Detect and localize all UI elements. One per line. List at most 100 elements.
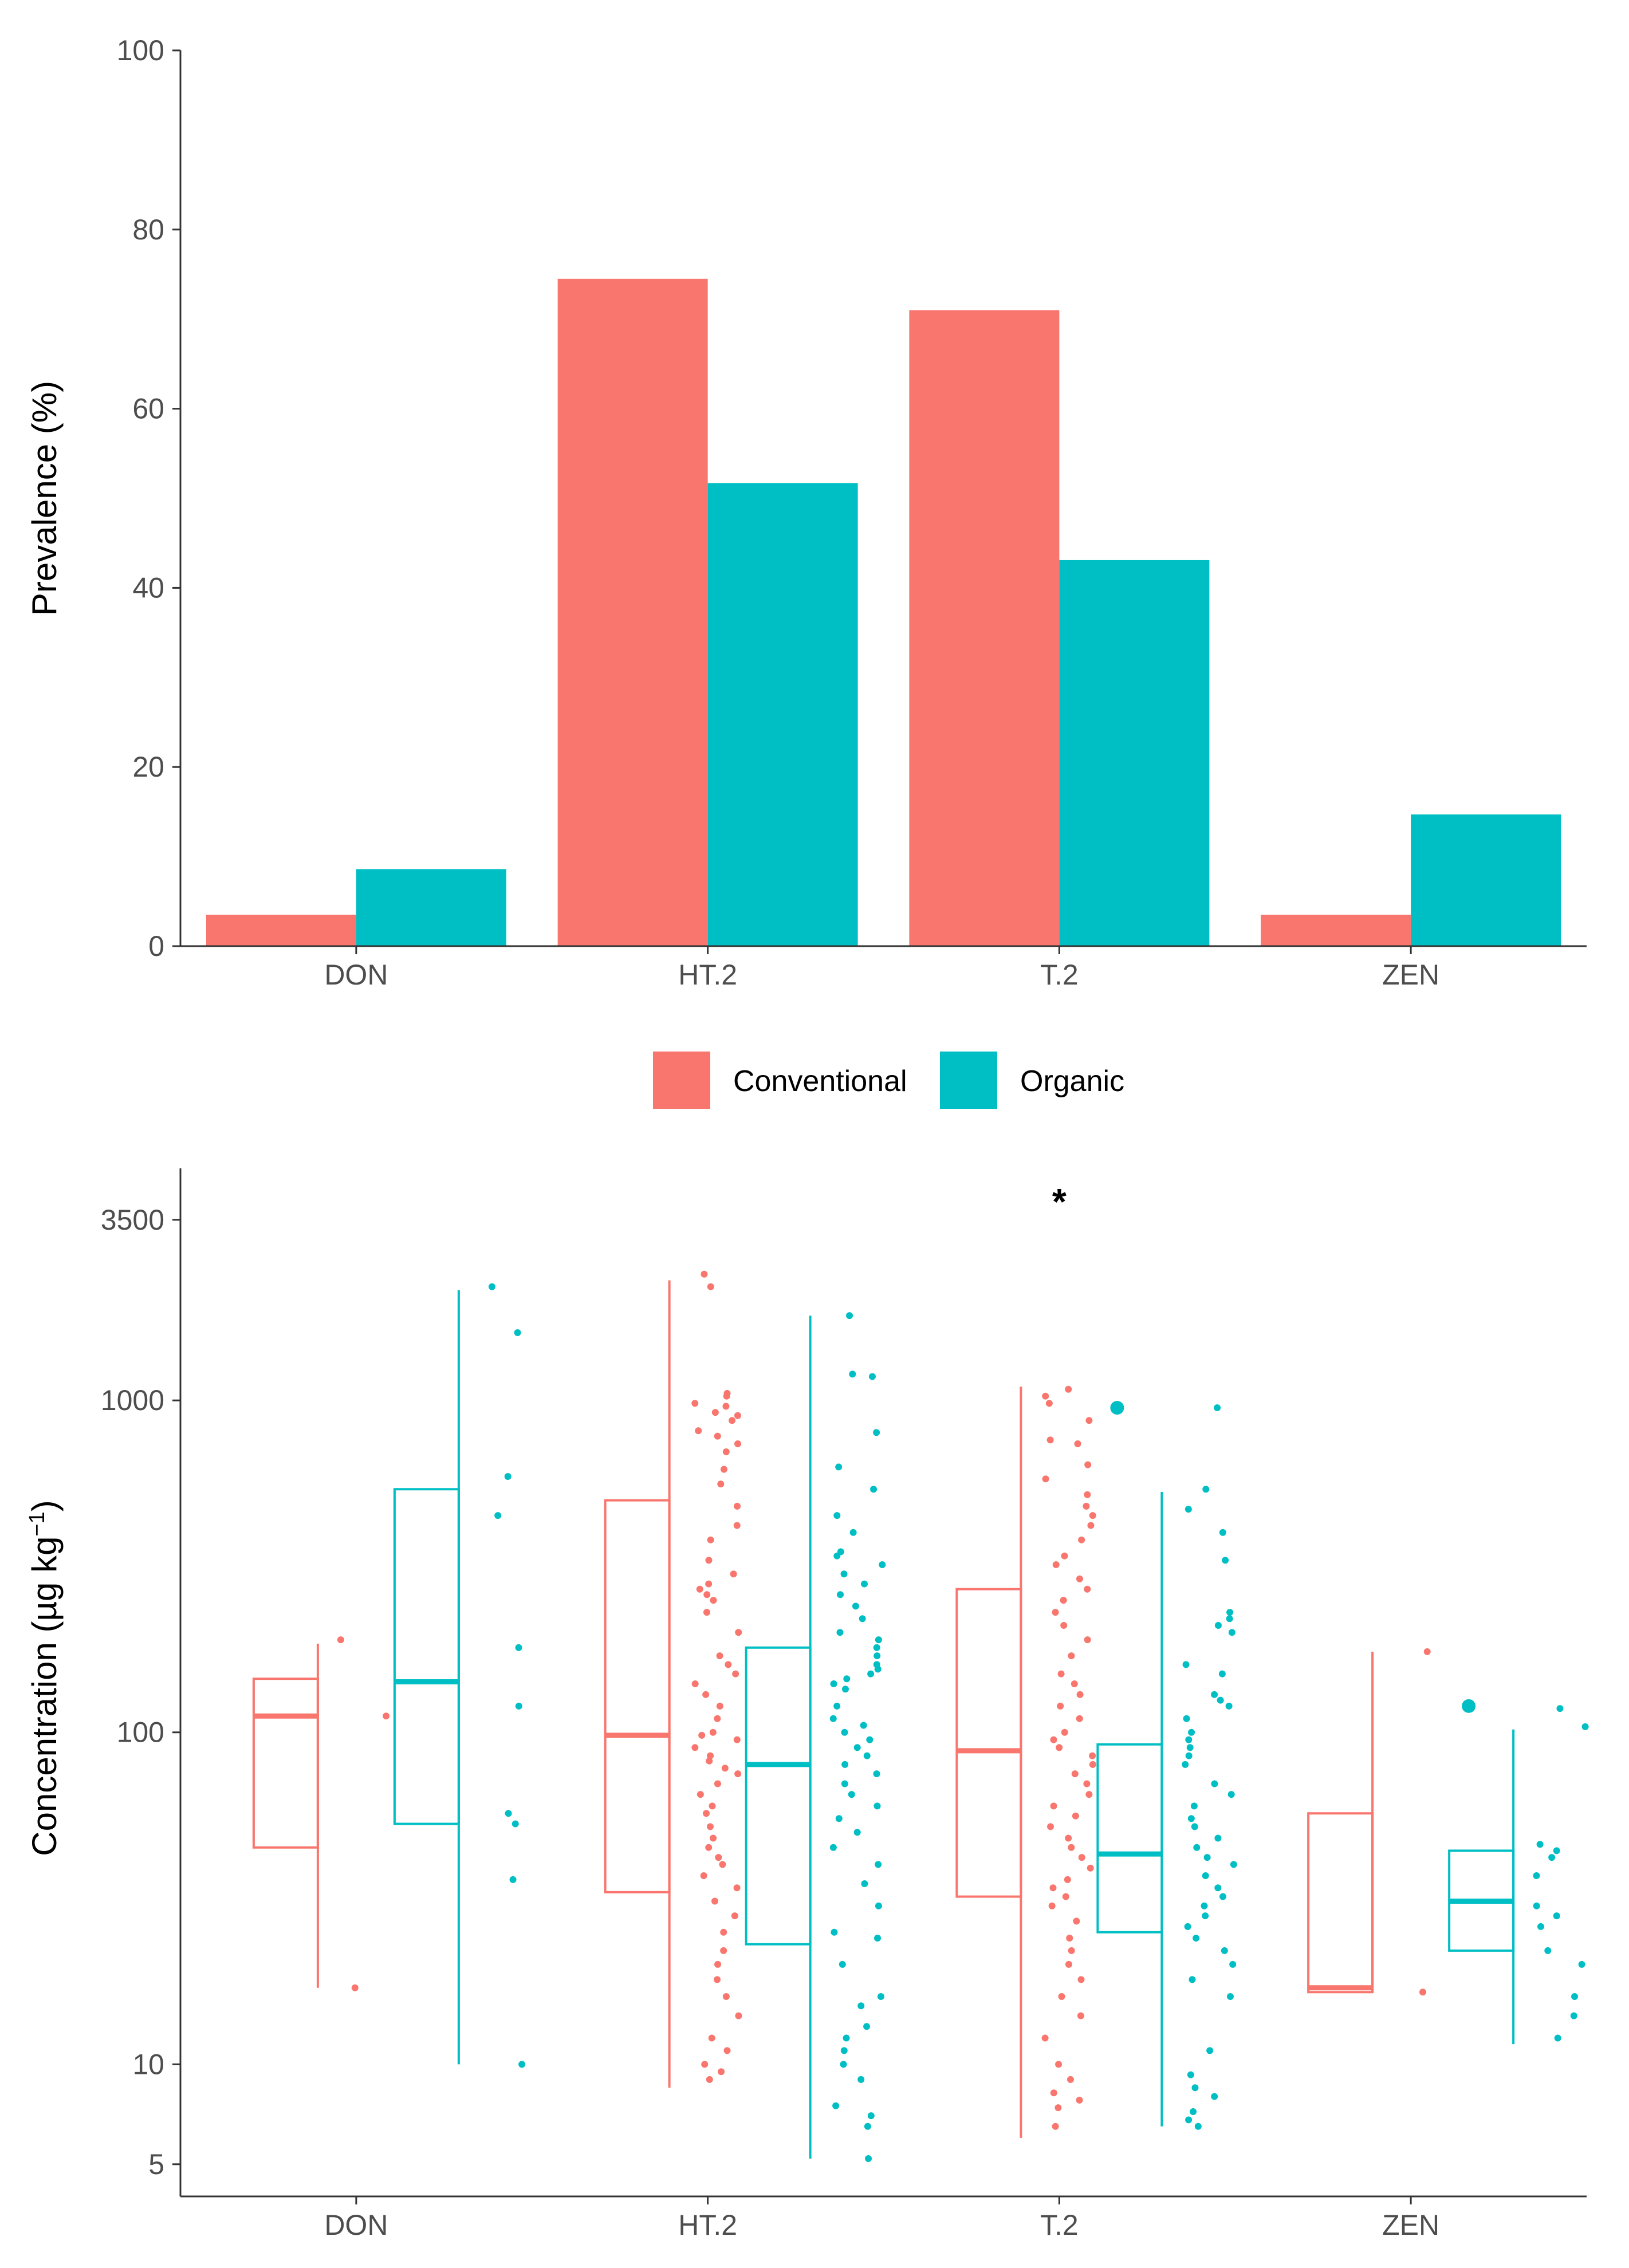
jitter-point-conventional-t-2 xyxy=(1083,1780,1091,1787)
jitter-point-organic-t-2 xyxy=(1226,1609,1234,1616)
bar-x-tick-label-zen: ZEN xyxy=(1382,959,1439,991)
box-outlier-organic-zen xyxy=(1462,1699,1476,1713)
jitter-point-organic-zen xyxy=(1570,2012,1577,2019)
bar-conventional-t-2 xyxy=(909,310,1060,946)
jitter-point-organic-don xyxy=(488,1283,495,1290)
jitter-point-conventional-ht-2 xyxy=(703,1609,710,1616)
jitter-point-conventional-ht-2 xyxy=(701,1270,708,1278)
jitter-point-conventional-t-2 xyxy=(1042,1475,1049,1483)
box-y-tick-label: 3500 xyxy=(101,1204,164,1236)
jitter-point-organic-t-2 xyxy=(1225,1702,1233,1710)
jitter-point-organic-t-2 xyxy=(1211,1780,1218,1787)
box-x-ticks: DON HT.2 T.2 ZEN xyxy=(324,2196,1439,2241)
jitter-point-organic-ht-2 xyxy=(875,1861,882,1868)
jitter-point-conventional-ht-2 xyxy=(734,1770,742,1778)
jitter-point-organic-ht-2 xyxy=(874,1665,882,1673)
jitter-point-conventional-t-2 xyxy=(1084,1585,1091,1593)
jitter-point-organic-ht-2 xyxy=(877,1993,884,2001)
jitter-point-conventional-t-2 xyxy=(1085,1791,1093,1798)
box-outlier-organic-t-2 xyxy=(1110,1401,1124,1415)
jitter-point-organic-ht-2 xyxy=(853,1829,861,1836)
box-y-axis-title-main: Concentration (µg kg xyxy=(25,1537,64,1856)
jitter-point-organic-ht-2 xyxy=(875,1902,882,1909)
jitter-point-conventional-ht-2 xyxy=(734,1412,741,1419)
jitter-point-conventional-t-2 xyxy=(1065,1960,1072,1968)
box-body-conventional-don xyxy=(252,1678,319,1849)
jitter-point-organic-t-2 xyxy=(1185,1752,1193,1759)
jitter-point-conventional-ht-2 xyxy=(733,1736,741,1743)
jitter-point-conventional-ht-2 xyxy=(703,1810,710,1817)
jitter-point-organic-t-2 xyxy=(1226,1993,1234,2001)
box-x-tick-label-zen: ZEN xyxy=(1382,2209,1439,2241)
jitter-point-organic-ht-2 xyxy=(873,1644,880,1651)
jitter-point-organic-don xyxy=(518,2061,526,2068)
bar-y-ticks: 0 20 40 60 80 100 xyxy=(117,34,180,962)
jitter-point-organic-t-2 xyxy=(1193,1844,1201,1851)
jitter-point-conventional-ht-2 xyxy=(696,1585,703,1593)
jitter-point-organic-t-2 xyxy=(1203,1854,1211,1861)
jitter-point-conventional-t-2 xyxy=(1087,1864,1094,1872)
jitter-point-conventional-t-2 xyxy=(1048,1902,1056,1909)
jitter-point-conventional-ht-2 xyxy=(731,1912,738,1920)
bar-x-tick-label-t-2: T.2 xyxy=(1040,959,1079,991)
jitter-point-organic-zen xyxy=(1571,1993,1578,2001)
legend-swatch-conventional xyxy=(653,1052,710,1109)
jitter-point-organic-ht-2 xyxy=(866,1736,873,1743)
jitter-point-conventional-t-2 xyxy=(1078,1536,1085,1544)
jitter-point-conventional-ht-2 xyxy=(722,1448,730,1455)
jitter-point-conventional-t-2 xyxy=(1056,1744,1063,1751)
legend-label-organic: Organic xyxy=(1020,1065,1124,1098)
jitter-point-conventional-t-2 xyxy=(1058,1993,1065,2001)
jitter-point-organic-ht-2 xyxy=(831,1928,838,1936)
jitter-point-organic-zen xyxy=(1536,1841,1544,1848)
jitter-point-organic-ht-2 xyxy=(837,1591,844,1598)
box-body-conventional-t-2 xyxy=(955,1588,1022,1898)
jitter-point-conventional-ht-2 xyxy=(705,1580,713,1588)
boxplot-organic-don xyxy=(393,1290,460,2065)
jitter-point-organic-t-2 xyxy=(1214,1884,1222,1892)
jitter-point-organic-ht-2 xyxy=(860,1722,867,1729)
jitter-point-organic-ht-2 xyxy=(873,1429,880,1436)
jitter-point-organic-ht-2 xyxy=(848,1791,855,1798)
jitter-point-conventional-t-2 xyxy=(1055,2061,1063,2068)
jitter-point-organic-don xyxy=(509,1876,517,1883)
jitter-point-organic-ht-2 xyxy=(840,2047,848,2054)
box-y-axis-title-sup: −1 xyxy=(25,1511,49,1536)
jitter-point-organic-zen xyxy=(1537,1923,1544,1930)
jitter-point-conventional-ht-2 xyxy=(720,1466,727,1473)
box-y-tick-label: 1000 xyxy=(101,1384,164,1416)
jitter-point-organic-zen xyxy=(1578,1960,1585,1968)
jitter-point-conventional-ht-2 xyxy=(730,1570,737,1578)
jitter-point-organic-ht-2 xyxy=(841,1728,848,1736)
jitter-point-conventional-t-2 xyxy=(1071,1770,1079,1778)
jitter-point-organic-t-2 xyxy=(1214,1834,1222,1842)
jitter-point-organic-ht-2 xyxy=(841,1686,849,1693)
jitter-point-conventional-ht-2 xyxy=(717,1480,725,1488)
jitter-point-organic-ht-2 xyxy=(843,1675,851,1683)
jitter-point-organic-zen xyxy=(1556,1705,1564,1712)
jitter-point-conventional-ht-2 xyxy=(734,1440,742,1447)
jitter-point-organic-ht-2 xyxy=(879,1561,886,1568)
jitter-point-conventional-t-2 xyxy=(1061,1552,1068,1560)
significance-asterisk: * xyxy=(1052,1181,1067,1222)
jitter-point-conventional-t-2 xyxy=(1050,1802,1057,1810)
jitter-point-conventional-t-2 xyxy=(1041,2034,1049,2042)
jitter-point-organic-ht-2 xyxy=(833,1702,841,1710)
jitter-point-organic-ht-2 xyxy=(830,1680,837,1688)
jitter-point-conventional-ht-2 xyxy=(732,1670,739,1678)
jitter-point-conventional-ht-2 xyxy=(691,1744,699,1751)
jitter-point-organic-ht-2 xyxy=(852,1602,859,1610)
jitter-point-conventional-t-2 xyxy=(1076,2096,1083,2104)
jitter-point-organic-zen xyxy=(1548,1854,1556,1861)
jitter-point-organic-t-2 xyxy=(1185,1506,1192,1513)
bar-y-tick-label: 0 xyxy=(148,930,164,962)
jitter-point-conventional-ht-2 xyxy=(733,1522,741,1529)
jitter-point-conventional-zen xyxy=(1423,1648,1431,1655)
jitter-point-conventional-t-2 xyxy=(1068,1844,1075,1851)
jitter-point-organic-t-2 xyxy=(1191,1823,1198,1830)
jitter-point-conventional-ht-2 xyxy=(722,1993,730,2001)
jitter-point-organic-ht-2 xyxy=(840,2061,847,2068)
box-plot-panel: 5 10 100 1000 3500 DON HT.2 T.2 ZEN * Concentra… xyxy=(25,1168,1589,2241)
jitter-point-organic-t-2 xyxy=(1218,1670,1226,1678)
jitter-point-organic-ht-2 xyxy=(857,2076,865,2083)
